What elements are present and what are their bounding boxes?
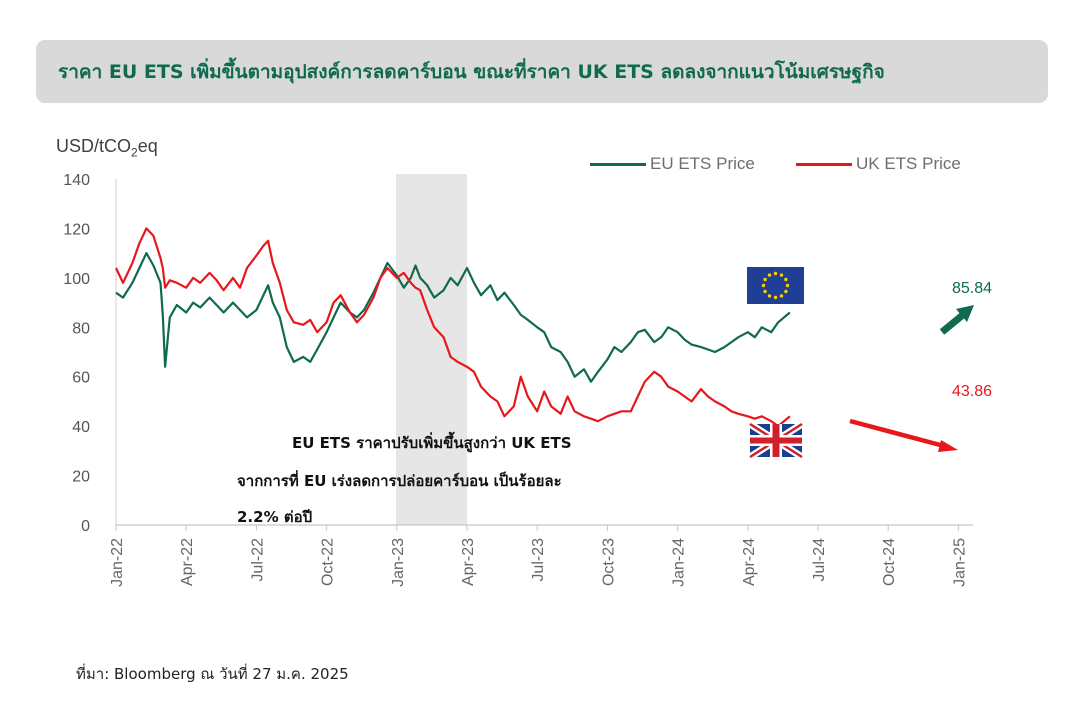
legend-eu: EU ETS Price bbox=[590, 154, 755, 174]
unit-main: USD/tCO bbox=[56, 136, 132, 156]
y-tick-label: 100 bbox=[63, 271, 90, 288]
x-tick-label: Apr-24 bbox=[741, 538, 758, 586]
y-tick-label: 20 bbox=[72, 469, 90, 486]
x-tick-label: Jul-24 bbox=[811, 538, 828, 582]
x-tick-label: Oct-22 bbox=[320, 538, 337, 586]
uk-flag-icon bbox=[748, 421, 804, 460]
x-tick-label: Jan-25 bbox=[951, 538, 968, 587]
x-tick-label: Jan-24 bbox=[671, 538, 688, 587]
legend-uk-label: UK ETS Price bbox=[856, 154, 961, 173]
annotation-line-3: 2.2% ต่อปี bbox=[237, 508, 313, 526]
y-tick-label: 60 bbox=[72, 370, 90, 387]
legend-eu-label: EU ETS Price bbox=[650, 154, 755, 173]
annotation-line-2: จากการที่ EU เร่งลดการปล่อยคาร์บอน เป็นร… bbox=[237, 472, 562, 490]
eu-star bbox=[763, 289, 767, 294]
eu-star bbox=[773, 271, 778, 276]
title-banner: ราคา EU ETS เพิ่มขึ้นตามอุปสงค์การลดคาร์… bbox=[36, 40, 1048, 103]
eu-flag-icon bbox=[747, 267, 804, 304]
legend-uk-swatch bbox=[796, 162, 852, 166]
x-axis: Jan-22 Apr-22 Jul-22 Oct-22 Jan-23 Apr-23 Jul-… bbox=[109, 524, 973, 587]
x-tick-label: Jan-22 bbox=[109, 538, 126, 587]
shaded-period bbox=[396, 174, 467, 525]
uk-last-value-label: 43.86 bbox=[952, 383, 992, 400]
x-tick-label: Jul-22 bbox=[249, 538, 266, 582]
eu-star bbox=[784, 289, 788, 294]
eu-star bbox=[763, 277, 767, 282]
down-arrow-icon bbox=[849, 418, 958, 452]
legend-eu-swatch bbox=[590, 162, 646, 166]
eu-ets-line bbox=[115, 252, 791, 383]
chart-title: ราคา EU ETS เพิ่มขึ้นตามอุปสงค์การลดคาร์… bbox=[58, 60, 885, 83]
eu-star bbox=[784, 277, 788, 282]
up-arrow-icon bbox=[939, 305, 974, 335]
eu-star bbox=[761, 283, 766, 288]
uk-ets-line bbox=[115, 227, 791, 428]
x-tick-label: Jul-23 bbox=[530, 538, 547, 582]
y-axis-unit-label: USD/tCO2eq bbox=[56, 136, 158, 160]
y-tick-label: 40 bbox=[72, 419, 90, 436]
y-tick-label: 140 bbox=[63, 172, 90, 189]
eu-star bbox=[773, 295, 778, 300]
source-note: ที่มา: Bloomberg ณ วันที่ 27 ม.ค. 2025 bbox=[76, 665, 349, 683]
eu-star bbox=[779, 273, 784, 277]
legend-uk: UK ETS Price bbox=[796, 154, 961, 174]
y-tick-label: 0 bbox=[81, 518, 90, 535]
eu-star bbox=[767, 273, 772, 277]
x-tick-label: Oct-24 bbox=[881, 538, 898, 586]
x-tick-label: Oct-23 bbox=[600, 538, 617, 586]
y-axis: 0 20 40 60 80 100 120 140 bbox=[63, 172, 117, 535]
eu-star bbox=[785, 283, 790, 288]
eu-star bbox=[779, 294, 784, 298]
eu-last-value-label: 85.84 bbox=[952, 280, 992, 297]
annotation-line-1: EU ETS ราคาปรับเพิ่มขึ้นสูงกว่า UK ETS bbox=[292, 434, 572, 452]
unit-suffix: eq bbox=[137, 136, 158, 156]
x-tick-label: Apr-23 bbox=[460, 538, 477, 586]
eu-star bbox=[767, 294, 772, 298]
x-tick-label: Jan-23 bbox=[390, 538, 407, 587]
y-tick-label: 120 bbox=[63, 221, 90, 238]
unit-subscript: 2 bbox=[131, 145, 138, 160]
y-tick-label: 80 bbox=[72, 320, 90, 337]
x-tick-label: Apr-22 bbox=[179, 538, 196, 586]
